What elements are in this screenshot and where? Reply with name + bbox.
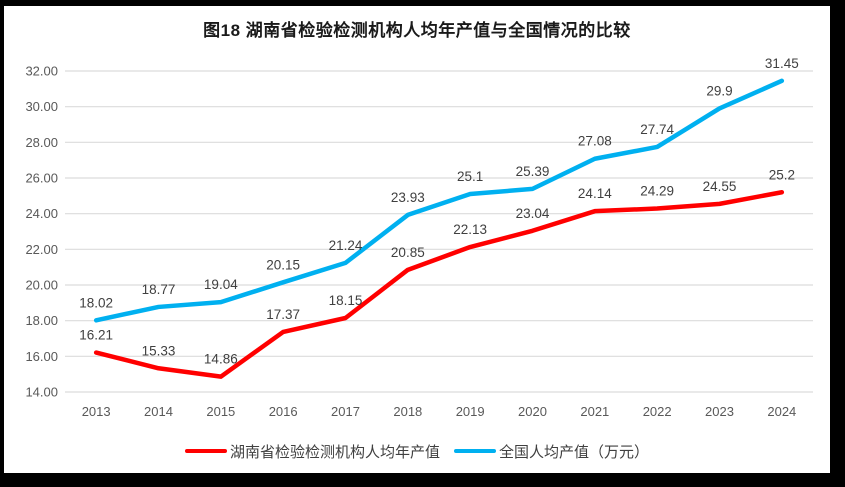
- hunan-data-label: 25.2: [769, 167, 795, 182]
- hunan-data-label: 24.29: [640, 183, 674, 198]
- chart-title: 图18 湖南省检验检测机构人均年产值与全国情况的比较: [203, 21, 631, 40]
- y-axis-tick-label: 18.00: [25, 313, 58, 328]
- x-axis-tick-label: 2018: [393, 404, 422, 419]
- chart-legend: 湖南省检验检测机构人均年产值 全国人均产值（万元）: [4, 440, 830, 462]
- x-axis-tick-label: 2019: [456, 404, 485, 419]
- y-axis-tick-label: 22.00: [25, 242, 58, 257]
- hunan-data-label: 16.21: [79, 328, 113, 343]
- x-axis-tick-label: 2014: [144, 404, 173, 419]
- national-data-label: 29.9: [706, 83, 732, 98]
- x-axis-tick-label: 2020: [518, 404, 547, 419]
- national-data-label: 20.15: [266, 257, 300, 272]
- y-axis-tick-label: 30.00: [25, 99, 58, 114]
- national-data-label: 25.1: [457, 169, 483, 184]
- hunan-data-label: 24.14: [578, 186, 612, 201]
- x-axis-tick-label: 2015: [206, 404, 235, 419]
- hunan-series-line: [93, 190, 785, 379]
- y-axis-tick-label: 28.00: [25, 135, 58, 150]
- national-data-label: 27.08: [578, 134, 612, 149]
- y-axis-tick-label: 20.00: [25, 278, 58, 293]
- blue-line-swatch-icon: [454, 448, 496, 454]
- y-axis-tick-label: 14.00: [25, 385, 58, 400]
- hunan-data-label: 23.04: [516, 206, 550, 221]
- hunan-data-label: 14.86: [204, 352, 238, 367]
- national-data-label: 18.02: [79, 295, 113, 310]
- y-axis-tick-label: 32.00: [25, 64, 58, 79]
- hunan-data-label: 22.13: [453, 222, 487, 237]
- national-data-label: 18.77: [142, 282, 176, 297]
- red-line-swatch-icon: [184, 448, 227, 454]
- national-data-label: 25.39: [516, 164, 550, 179]
- legend-label-national: 全国人均产值（万元）: [499, 443, 650, 461]
- x-axis-tick-label: 2016: [269, 404, 298, 419]
- national-data-label: 21.24: [329, 238, 363, 253]
- legend-item-national: 全国人均产值（万元）: [454, 441, 649, 462]
- national-series-line: [93, 78, 785, 323]
- x-axis-tick-label: 2013: [82, 404, 111, 419]
- y-axis-tick-label: 16.00: [25, 349, 58, 364]
- legend-label-hunan: 湖南省检验检测机构人均年产值: [229, 443, 440, 461]
- chart-canvas: [4, 6, 830, 473]
- national-data-label: 27.74: [640, 122, 674, 137]
- x-axis-tick-label: 2023: [705, 404, 734, 419]
- hunan-data-label: 20.85: [391, 245, 425, 260]
- y-axis-tick-label: 26.00: [25, 171, 58, 186]
- national-data-label: 23.93: [391, 190, 425, 205]
- hunan-data-label: 24.55: [703, 179, 737, 194]
- national-data-label: 19.04: [204, 277, 238, 292]
- x-axis-tick-label: 2022: [643, 404, 672, 419]
- national-data-label: 31.45: [765, 56, 799, 71]
- hunan-data-label: 15.33: [142, 343, 176, 358]
- legend-item-hunan: 湖南省检验检测机构人均年产值: [184, 441, 440, 462]
- hunan-data-label: 17.37: [266, 307, 300, 322]
- x-axis-tick-label: 2021: [580, 404, 609, 419]
- x-axis-tick-label: 2017: [331, 404, 360, 419]
- x-axis-tick-label: 2024: [767, 404, 796, 419]
- hunan-data-label: 18.15: [329, 293, 363, 308]
- y-axis-tick-label: 24.00: [25, 206, 58, 221]
